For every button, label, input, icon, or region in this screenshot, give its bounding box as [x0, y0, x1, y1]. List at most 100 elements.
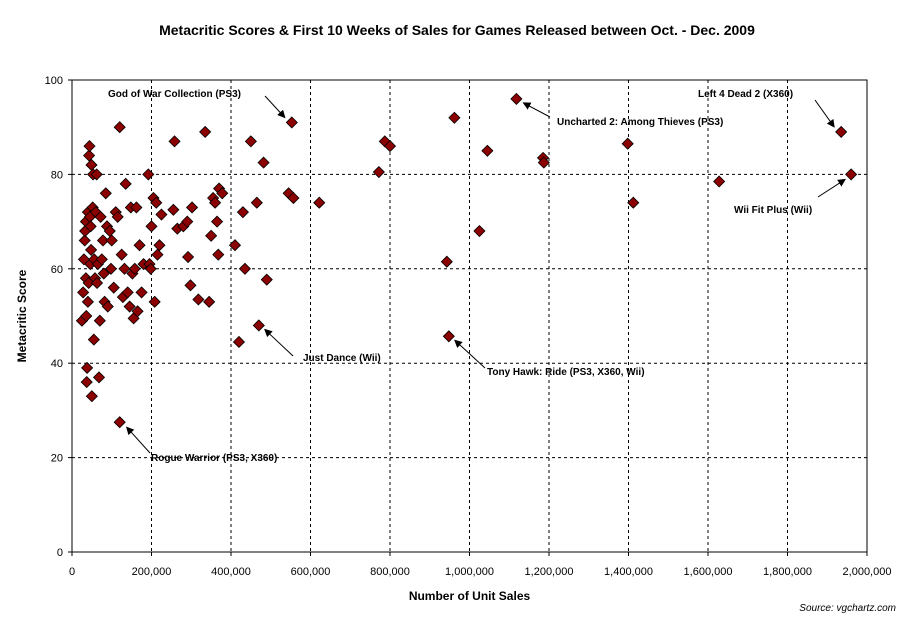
data-point-diamond	[181, 215, 194, 228]
data-point-diamond	[128, 262, 141, 275]
annotation-arrow	[814, 99, 835, 128]
data-point-diamond	[199, 125, 212, 138]
data-point-diamond	[537, 156, 550, 169]
data-point-diamond	[182, 250, 195, 264]
annotation-label: Rogue Warrior (PS3, X360)	[151, 453, 277, 464]
data-point-diamond	[80, 376, 93, 389]
source-note: Source: vgchartz.com	[799, 603, 896, 614]
data-point-diamond	[205, 229, 218, 242]
data-point-diamond	[94, 210, 107, 223]
data-point-diamond	[115, 248, 128, 261]
y-axis-title: Metacritic Score	[15, 269, 29, 362]
data-point-diamond	[148, 295, 161, 308]
data-point-diamond	[845, 168, 858, 181]
annotation-arrow	[454, 339, 486, 369]
data-point-diamond	[192, 293, 205, 306]
data-point-diamond	[87, 333, 100, 346]
data-point-diamond	[83, 149, 96, 162]
data-point-diamond	[260, 273, 273, 286]
data-point-diamond	[119, 177, 132, 190]
data-point-diamond	[104, 262, 118, 275]
data-point-diamond	[77, 286, 90, 299]
data-point-diamond	[168, 135, 181, 148]
data-point-diamond	[90, 276, 104, 290]
data-point-diamond	[236, 206, 249, 219]
data-point-diamond	[144, 262, 157, 275]
x-tick-label: 1,800,000	[763, 566, 812, 578]
data-point-diamond	[481, 144, 494, 157]
data-point-diamond	[250, 196, 263, 209]
data-point-diamond	[80, 309, 93, 323]
data-point-diamond	[81, 361, 94, 374]
annotation-arrow	[264, 328, 294, 357]
annotation-label: Uncharted 2: Among Thieves (PS3)	[557, 117, 723, 128]
x-tick-label: 400,000	[211, 566, 251, 578]
x-tick-label: 1,600,000	[684, 566, 733, 578]
data-point-diamond	[627, 196, 640, 209]
data-point-diamond	[383, 140, 397, 153]
x-tick-label: 0	[69, 566, 75, 578]
data-point-diamond	[287, 191, 300, 205]
data-point-diamond	[84, 220, 97, 233]
data-point-diamond	[111, 210, 124, 223]
data-point-diamond	[216, 187, 229, 200]
data-point-diamond	[78, 234, 91, 247]
x-tick-label: 1,400,000	[604, 566, 653, 578]
data-point-diamond	[85, 243, 98, 256]
data-point-diamond	[257, 156, 270, 169]
x-tick-label: 200,000	[132, 566, 172, 578]
annotation-arrow	[126, 426, 151, 454]
data-point-diamond	[105, 234, 118, 247]
annotation-label: Wii Fit Plus (Wii)	[734, 205, 812, 216]
annotation-label: Left 4 Dead 2 (X360)	[698, 89, 793, 100]
grid-lines	[72, 80, 867, 552]
annotations: God of War Collection (PS3) Uncharted 2: …	[108, 89, 846, 464]
y-tick-label: 20	[51, 453, 63, 465]
data-points	[75, 92, 858, 429]
data-point-diamond	[85, 390, 98, 403]
data-point-diamond	[130, 201, 143, 214]
chart-title: Metacritic Scores & First 10 Weeks of Sa…	[159, 22, 755, 38]
data-point-diamond	[203, 295, 216, 308]
data-point-diamond	[713, 175, 726, 188]
data-point-diamond	[835, 125, 848, 138]
data-point-diamond	[473, 224, 486, 238]
data-point-diamond	[185, 201, 199, 214]
data-point-diamond	[101, 300, 114, 313]
data-point-diamond	[211, 215, 224, 228]
data-point-diamond	[131, 305, 144, 318]
data-point-diamond	[313, 196, 326, 209]
x-tick-label: 800,000	[370, 566, 410, 578]
annotation-arrow	[522, 102, 551, 118]
annotation-arrow	[264, 95, 286, 119]
y-tick-label: 40	[51, 358, 63, 370]
data-point-diamond	[123, 300, 136, 313]
annotation-label: God of War Collection (PS3)	[108, 89, 241, 100]
data-point-diamond	[118, 262, 131, 275]
data-point-diamond	[228, 239, 242, 252]
data-point-diamond	[99, 187, 112, 200]
data-point-diamond	[252, 319, 265, 332]
data-point-diamond	[96, 234, 110, 247]
data-point-diamond	[238, 262, 251, 275]
y-tick-label: 0	[57, 547, 63, 559]
annotation-label: Just Dance (Wii)	[303, 353, 381, 364]
annotation-label: Tony Hawk: Ride (PS3, X360, Wii)	[487, 367, 645, 378]
axis-ticks: 0 200,000 400,000 600,000 800,000 1,000,000 1,…	[45, 75, 892, 578]
data-point-diamond	[107, 281, 120, 294]
data-point-diamond	[151, 248, 164, 261]
data-point-diamond	[372, 165, 385, 179]
data-point-diamond	[232, 335, 246, 349]
data-point-diamond	[95, 253, 108, 266]
data-point-diamond	[142, 168, 155, 181]
data-point-diamond	[113, 121, 126, 134]
data-point-diamond	[209, 196, 222, 209]
data-point-diamond	[133, 239, 146, 252]
data-point-diamond	[448, 111, 461, 124]
y-tick-label: 60	[51, 264, 63, 276]
y-tick-label: 100	[45, 75, 63, 87]
data-point-diamond	[184, 279, 197, 292]
data-point-diamond	[90, 168, 103, 181]
y-tick-label: 80	[51, 169, 63, 181]
